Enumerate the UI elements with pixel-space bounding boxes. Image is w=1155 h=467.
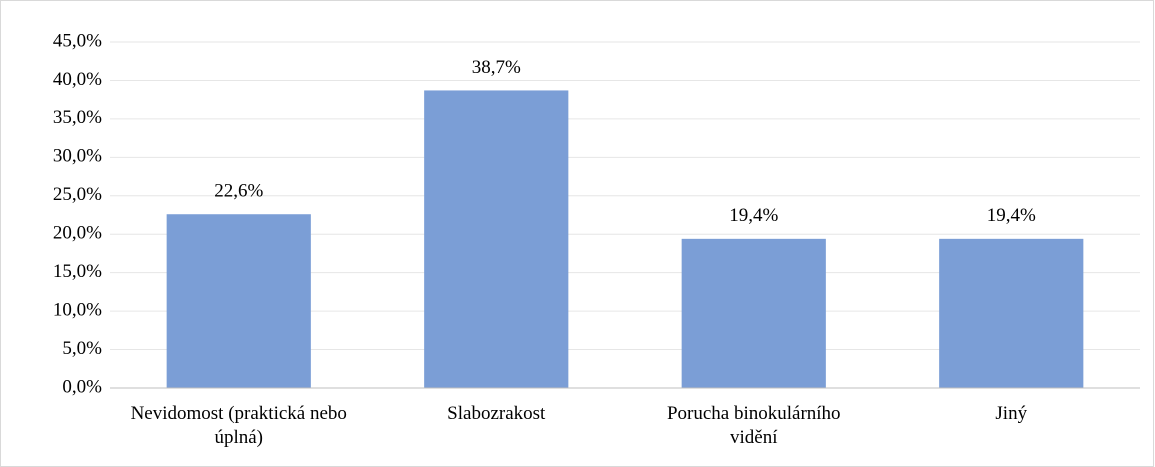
x-tick-label-box: Jiný — [995, 403, 1028, 424]
bar — [681, 238, 826, 388]
y-tick-label: 0,0% — [62, 376, 102, 397]
x-tick-label: Jiný — [995, 403, 1028, 424]
x-tick-label: Nevidomost (praktická nebo úplná) — [130, 403, 347, 448]
x-tick-label: Slabozrakost — [447, 403, 546, 424]
y-tick-label: 10,0% — [53, 299, 102, 320]
x-tick-label: Porucha binokulárního vidění — [666, 403, 841, 448]
x-tick-label-box: Porucha binokulárního vidění — [666, 403, 841, 448]
x-tick-label-box: Nevidomost (praktická nebo úplná) — [130, 403, 347, 448]
y-tick-label: 45,0% — [53, 30, 102, 51]
value-label: 19,4% — [987, 205, 1036, 226]
y-tick-label: 30,0% — [53, 146, 102, 167]
value-label: 38,7% — [472, 57, 521, 78]
value-label: 19,4% — [729, 205, 778, 226]
y-tick-label: 20,0% — [53, 223, 102, 244]
bar — [424, 90, 569, 388]
y-tick-label: 5,0% — [62, 338, 102, 359]
value-label: 22,6% — [214, 181, 263, 202]
y-tick-label: 40,0% — [53, 69, 102, 90]
bar — [939, 238, 1084, 388]
y-tick-label: 35,0% — [53, 107, 102, 128]
y-tick-label: 25,0% — [53, 184, 102, 205]
bar — [166, 214, 311, 388]
x-tick-label-box: Slabozrakost — [447, 403, 546, 424]
y-tick-label: 15,0% — [53, 261, 102, 282]
